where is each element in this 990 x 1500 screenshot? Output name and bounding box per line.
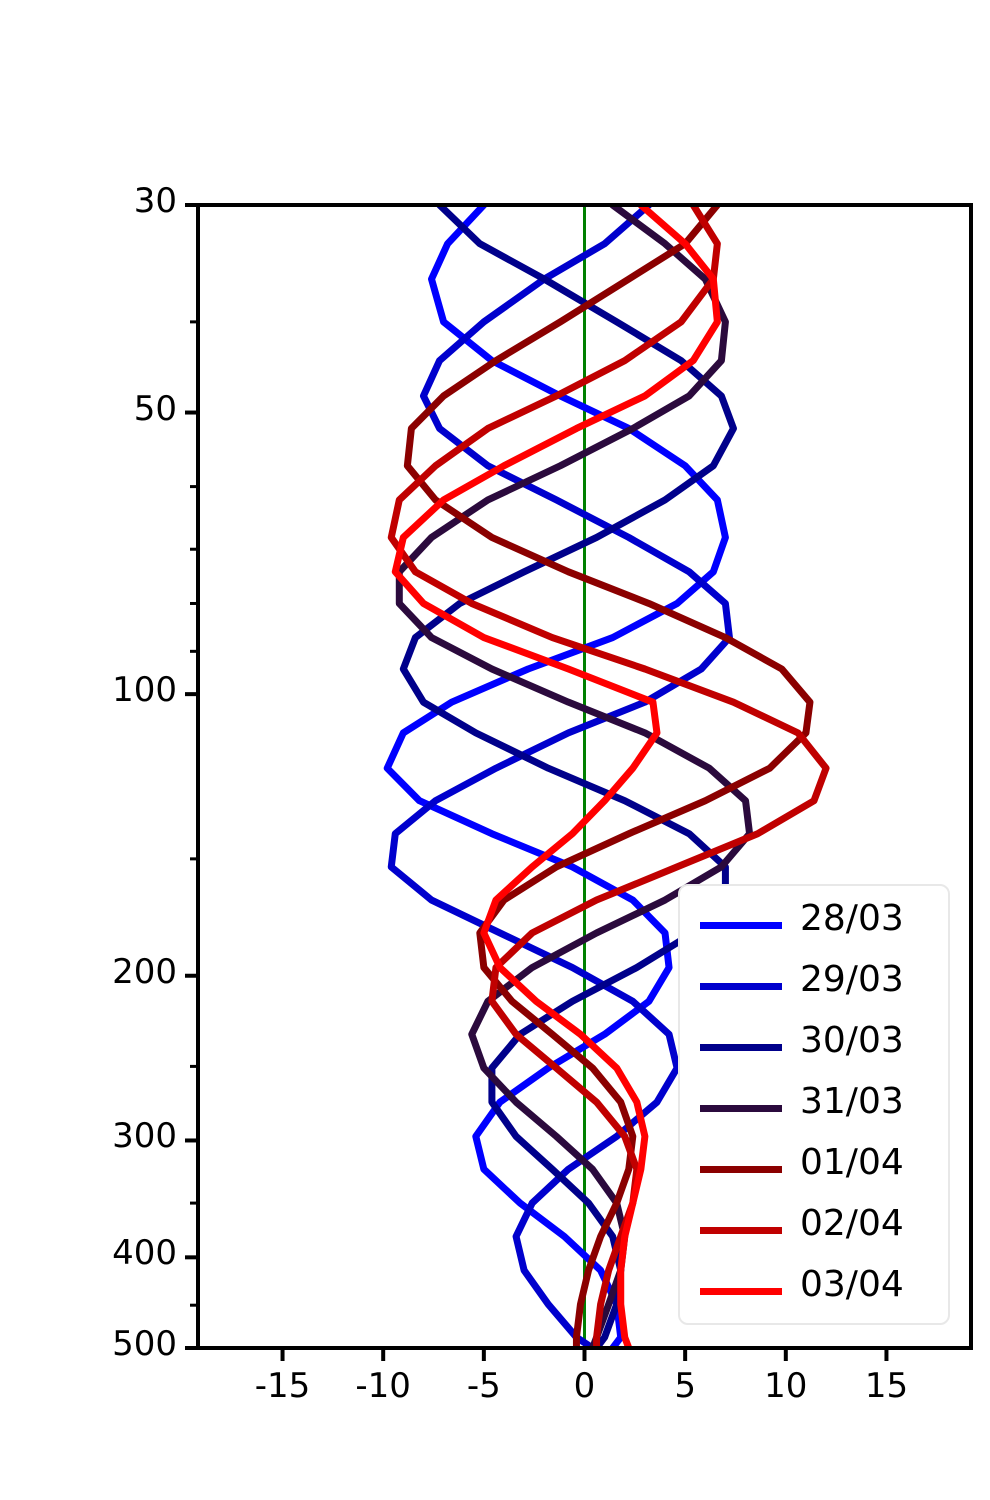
series-line-01-04	[403, 201, 814, 1352]
y-tick-label: 50	[133, 388, 177, 429]
x-tick-label: -5	[466, 1366, 501, 1406]
legend-swatch-icon	[700, 1166, 782, 1173]
series-line-30-03	[399, 201, 737, 1352]
legend-swatch-icon	[700, 1105, 782, 1112]
y-tick-label: 300	[112, 1116, 177, 1157]
x-tick-label: -15	[254, 1366, 311, 1406]
legend-label: 30/03	[800, 1020, 904, 1061]
legend-label: 31/03	[800, 1081, 904, 1122]
y-tick-label: 200	[112, 951, 177, 992]
legend-item-02-04[interactable]: 02/04	[680, 1199, 952, 1262]
x-tick-label: 10	[764, 1366, 808, 1406]
y-tick-label: 30	[133, 181, 177, 221]
legend-swatch-icon	[700, 1044, 782, 1051]
legend[interactable]: 28/03 29/03 30/03 31/03 01/04 02/04 03/04	[678, 884, 950, 1325]
series-line-29-03	[387, 201, 733, 1352]
x-tick-label: 0	[573, 1366, 596, 1406]
x-tick-label: 5	[674, 1366, 696, 1406]
x-tick-label: -10	[355, 1366, 411, 1406]
series-line-03-04	[391, 201, 721, 1352]
series-line-31-03	[395, 201, 754, 1352]
y-tick-label: 500	[112, 1324, 177, 1364]
series-layer	[383, 201, 830, 1352]
y-tick-label: 100	[112, 670, 177, 711]
legend-label: 28/03	[800, 898, 904, 939]
legend-item-28-03[interactable]: 28/03	[680, 894, 952, 957]
legend-label: 29/03	[800, 959, 904, 1000]
legend-item-29-03[interactable]: 29/03	[680, 955, 952, 1018]
legend-label: 03/04	[800, 1264, 904, 1305]
legend-label: 01/04	[800, 1142, 904, 1183]
x-tick-label: 15	[864, 1366, 909, 1406]
legend-label: 02/04	[800, 1203, 904, 1244]
clip-left	[0, 0, 196, 1500]
legend-item-30-03[interactable]: 30/03	[680, 1016, 952, 1079]
legend-swatch-icon	[700, 983, 782, 990]
clip-right	[973, 0, 990, 1500]
y-tick-label: 400	[112, 1233, 177, 1274]
legend-swatch-icon	[700, 1288, 782, 1295]
legend-swatch-icon	[700, 922, 782, 929]
legend-item-01-04[interactable]: 01/04	[680, 1138, 952, 1201]
legend-item-31-03[interactable]: 31/03	[680, 1077, 952, 1140]
legend-swatch-icon	[700, 1227, 782, 1234]
legend-item-03-04[interactable]: 03/04	[680, 1260, 952, 1323]
